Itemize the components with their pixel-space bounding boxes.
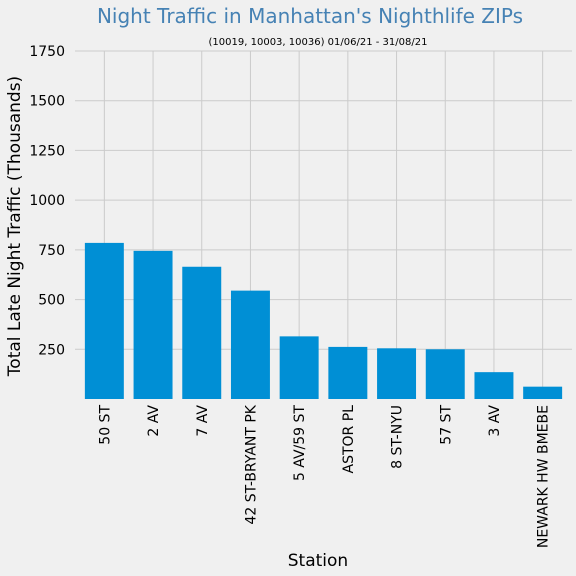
y-tick-label: 1500	[29, 94, 65, 110]
x-tick-label: 3 AV	[487, 405, 503, 437]
gridlines	[75, 50, 572, 399]
chart-subtitle: (10019, 10003, 10036) 01/06/21 - 31/08/2…	[209, 37, 428, 48]
y-tick-label: 250	[38, 342, 65, 358]
x-tick-label: 42 ST-BRYANT PK	[243, 404, 259, 524]
x-tick-label: ASTOR PL	[341, 405, 357, 474]
bar	[84, 242, 124, 399]
y-tick-labels: 250 500 750 1000 1250 1500 1750	[29, 44, 65, 358]
bar	[474, 372, 514, 399]
bar	[230, 290, 270, 399]
y-tick-label: 750	[38, 243, 65, 259]
bar	[425, 349, 465, 399]
bar	[377, 348, 417, 399]
bar	[328, 346, 368, 399]
bar	[279, 336, 319, 399]
x-tick-label: NEWARK HW BMEBE	[536, 405, 552, 548]
x-axis-label: Station	[288, 551, 348, 571]
y-tick-label: 1250	[29, 143, 65, 159]
bar	[133, 250, 173, 399]
y-tick-label: 1750	[29, 44, 65, 60]
x-tick-label: 50 ST	[97, 405, 113, 445]
x-tick-label: 2 AV	[146, 405, 162, 437]
x-tick-label: 7 AV	[195, 405, 211, 437]
bars	[84, 242, 563, 399]
chart-title: Night Traffic in Manhattan's Nighthlife …	[97, 4, 523, 28]
x-tick-label: 8 ST-NYU	[390, 405, 406, 469]
x-tick-label: 57 ST	[438, 405, 454, 445]
y-axis-label: Total Late Night Traffic (Thousands)	[5, 76, 25, 377]
bar	[182, 266, 222, 399]
x-tick-label: 5 AV/59 ST	[292, 405, 308, 481]
y-tick-label: 1000	[29, 193, 65, 209]
bar	[523, 386, 563, 399]
x-tick-labels: 50 ST 2 AV 7 AV 42 ST-BRYANT PK 5 AV/59 ST AS…	[97, 404, 551, 548]
y-tick-label: 500	[38, 293, 65, 309]
